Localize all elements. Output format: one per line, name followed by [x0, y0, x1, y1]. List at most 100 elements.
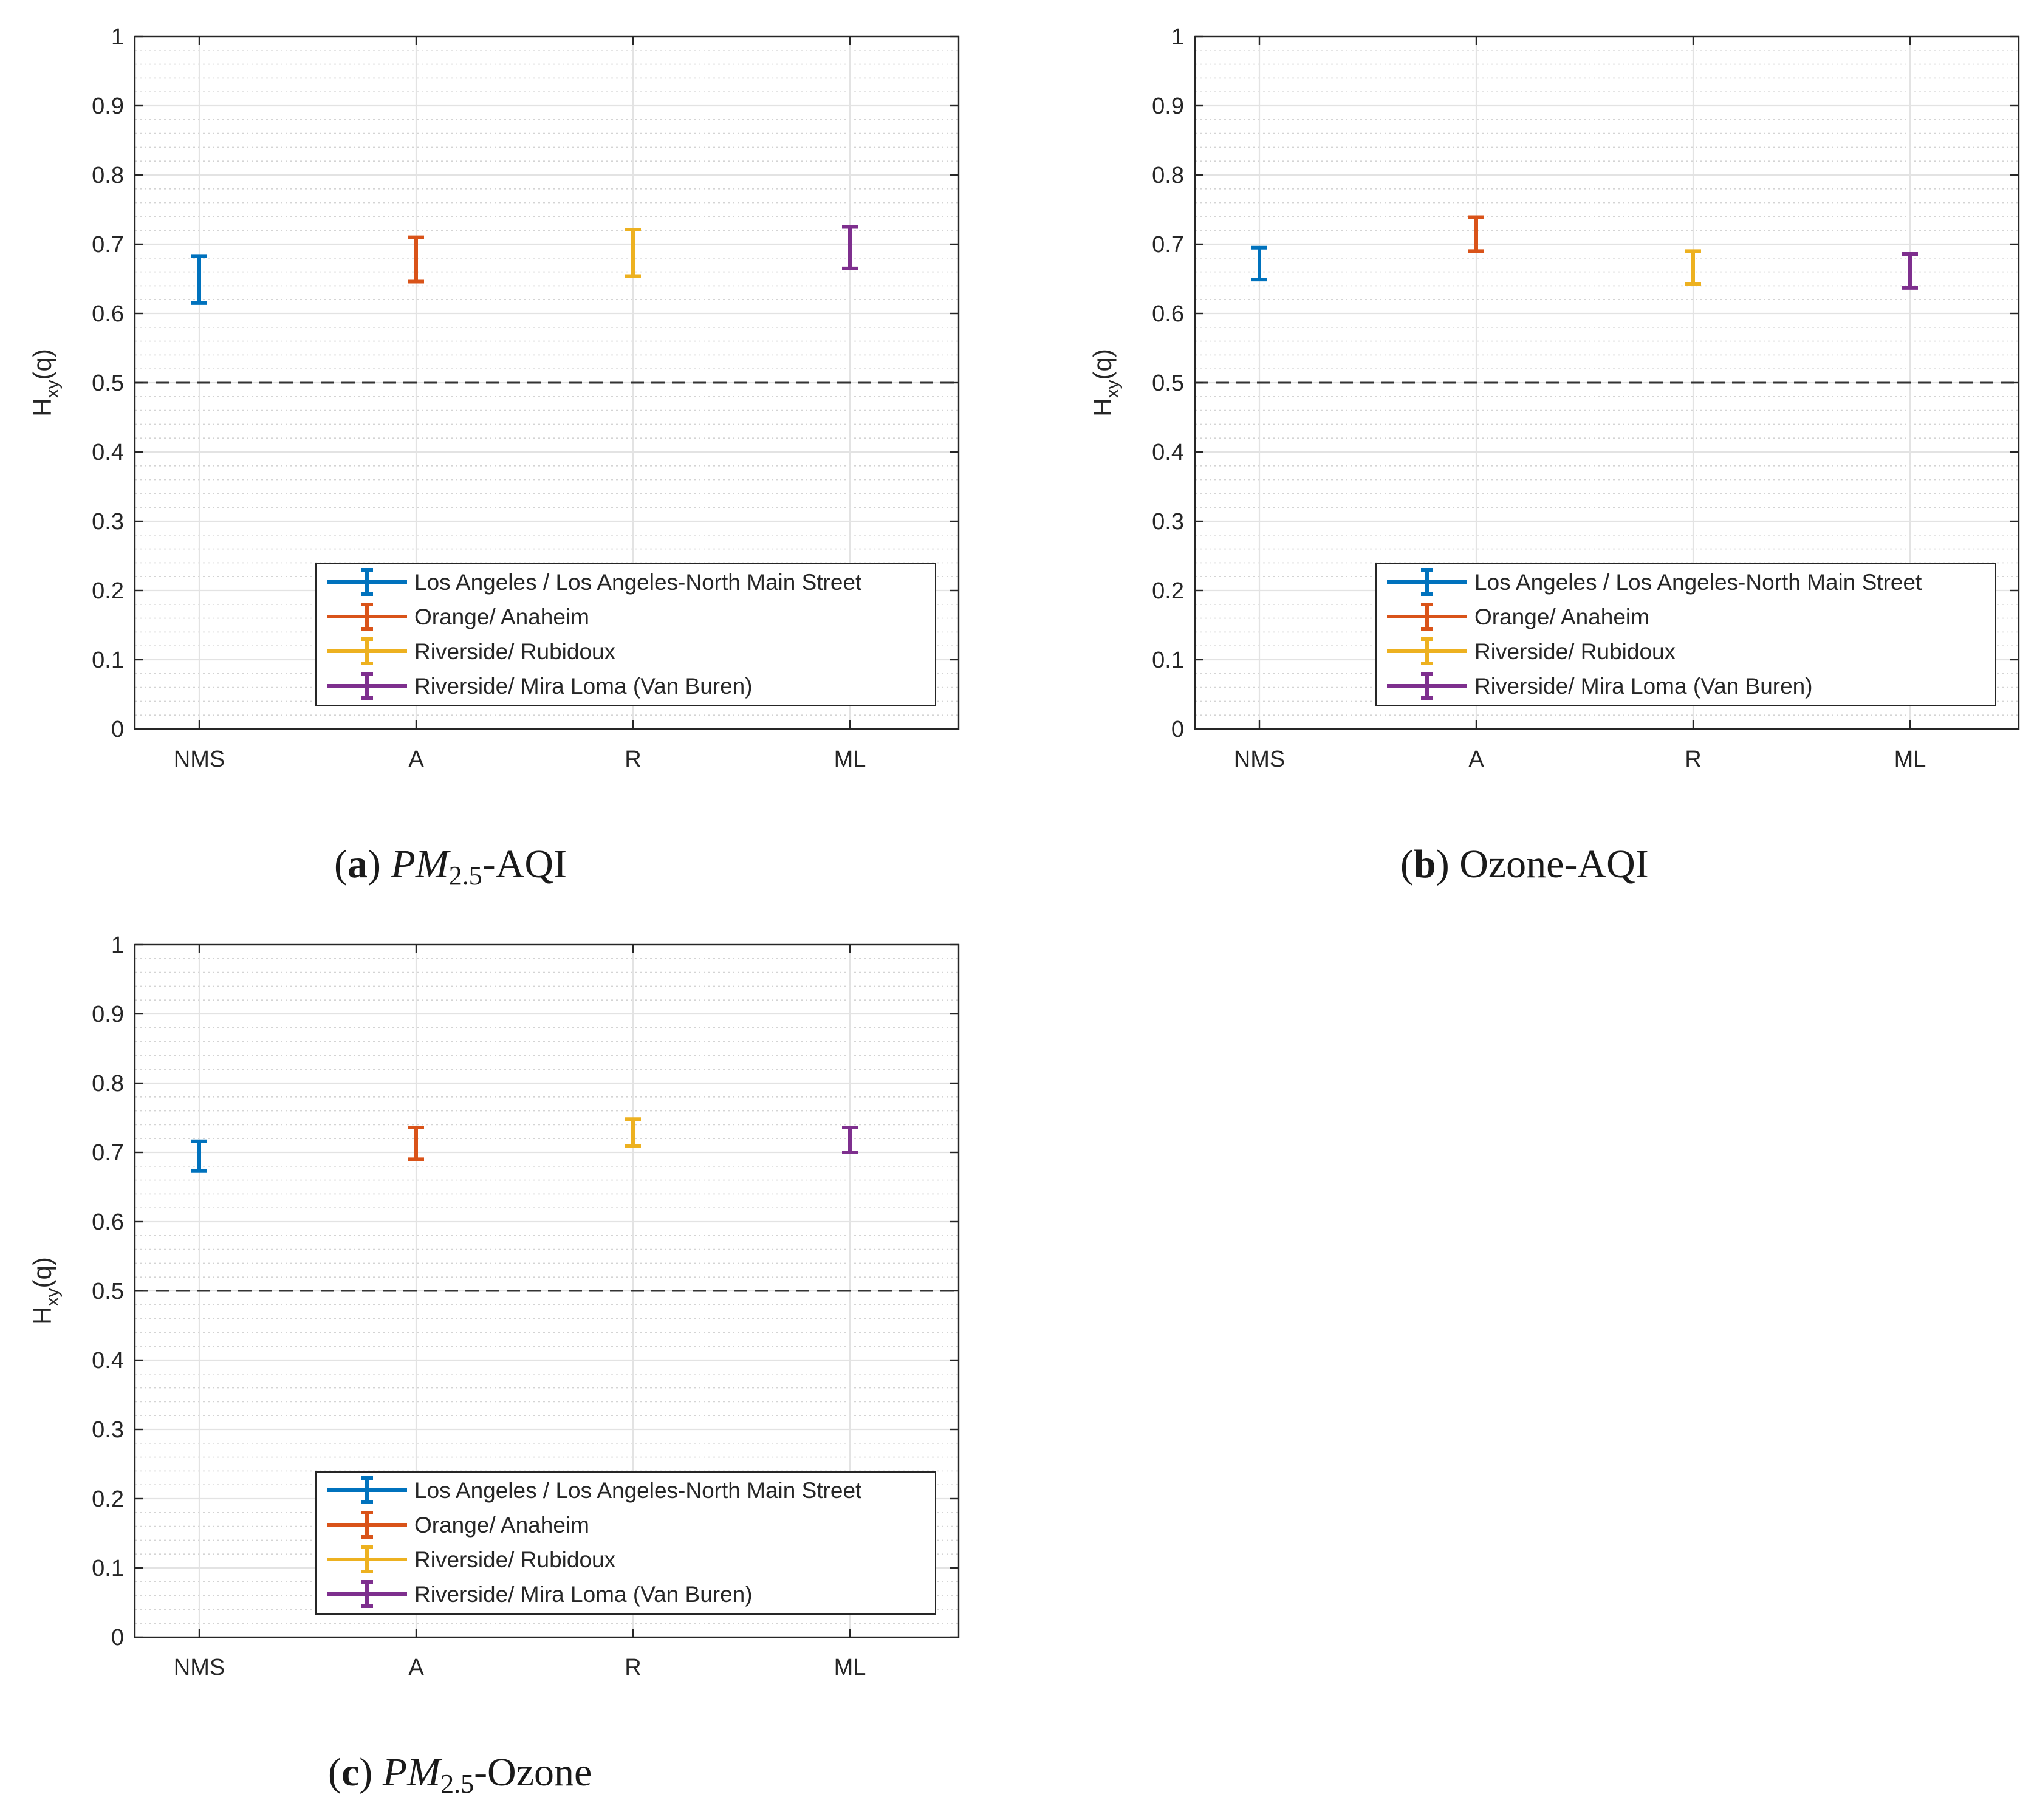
caption-c: (c) PM2.5-Ozone: [328, 1750, 592, 1799]
y-tick-label: 0.4: [92, 440, 124, 465]
errorbar-A: [408, 235, 424, 284]
y-tick-label: 0.3: [92, 1417, 124, 1443]
caption-b-label: b: [1413, 842, 1436, 886]
errorbar-NMS: [1251, 245, 1267, 282]
y-tick-label: 0.2: [92, 578, 124, 604]
y-tick-label: 0.9: [92, 94, 124, 119]
y-tick-label: 0.6: [1152, 301, 1184, 327]
y-tick-label: 0.8: [1152, 163, 1184, 188]
legend-label: Riverside/ Mira Loma (Van Buren): [1474, 674, 1813, 699]
legend-box: [1375, 563, 1996, 706]
y-tick-label: 0.1: [1152, 648, 1184, 673]
legend-entry: Los Angeles / Los Angeles-North Main Str…: [327, 568, 862, 596]
errorbar-NMS: [191, 1139, 207, 1173]
errorbar-R: [625, 1117, 641, 1148]
y-tick-label: 0.9: [92, 1002, 124, 1027]
errorbar-ML: [842, 1125, 858, 1154]
x-tick-label: NMS: [174, 747, 225, 772]
y-tick-label: 1: [1171, 24, 1184, 50]
x-tick-label: ML: [1894, 747, 1926, 772]
y-tick-label: 0: [1171, 717, 1184, 742]
caption-a-main: PM: [391, 842, 449, 886]
legend-label: Orange/ Anaheim: [1474, 604, 1649, 629]
legend-entry: Riverside/ Rubidoux: [327, 637, 616, 665]
errorbar-A: [1468, 215, 1484, 253]
y-tick-label: 0.5: [92, 1279, 124, 1304]
y-tick-label: 0.7: [92, 1140, 124, 1166]
y-tick-label: 0.9: [1152, 94, 1184, 119]
y-axis-label: Hxy(q): [1088, 349, 1123, 417]
caption-c-rest: -Ozone: [474, 1750, 592, 1794]
caption-a-label: a: [347, 842, 368, 886]
errorbar-R: [625, 228, 641, 278]
legend-entry: Orange/ Anaheim: [327, 603, 589, 631]
x-tick-label: R: [1685, 747, 1701, 772]
chart-panel-c: 0 0.1 0.2 0.3 0.4 0.5 0.6 0.7 0.8 0.9 1 NMS A R ML Hxy(…: [28, 932, 960, 1680]
legend-label: Riverside/ Mira Loma (Van Buren): [414, 674, 753, 699]
chart-panel-a: 0 0.1 0.2 0.3 0.4 0.5 0.6 0.7 0.8 0.9 1 NMS A R ML Hxy(…: [28, 24, 960, 772]
x-tick-label: R: [625, 747, 641, 772]
errorbar-R: [1685, 249, 1701, 286]
x-tick-label: NMS: [1234, 747, 1285, 772]
y-axis-label: Hxy(q): [28, 1257, 63, 1325]
caption-c-main: PM: [382, 1750, 441, 1794]
legend-entry: Riverside/ Mira Loma (Van Buren): [1387, 672, 1813, 700]
legend-entry: Orange/ Anaheim: [1387, 603, 1649, 631]
errorbar-NMS: [191, 254, 207, 305]
caption-c-label: c: [341, 1750, 360, 1794]
legend-entry: Riverside/ Rubidoux: [1387, 637, 1676, 665]
errorbar-ML: [1902, 251, 1918, 290]
y-tick-label: 0.3: [92, 509, 124, 535]
legend-label: Riverside/ Mira Loma (Van Buren): [414, 1582, 753, 1607]
legend-entry: Los Angeles / Los Angeles-North Main Str…: [1387, 568, 1922, 596]
x-tick-label: A: [408, 747, 424, 772]
y-tick-label: 0.2: [92, 1486, 124, 1512]
legend-label: Los Angeles / Los Angeles-North Main Str…: [414, 1478, 862, 1503]
legend-box: [315, 563, 936, 706]
y-tick-label: 0.6: [92, 301, 124, 327]
y-tick-label: 0.1: [92, 648, 124, 673]
y-tick-label: 0.2: [1152, 578, 1184, 604]
x-tick-label: ML: [834, 1655, 866, 1680]
y-tick-label: 1: [111, 24, 124, 50]
legend-label: Riverside/ Rubidoux: [414, 1547, 616, 1572]
y-tick-label: 0.1: [92, 1556, 124, 1581]
legend-entry: Los Angeles / Los Angeles-North Main Str…: [327, 1476, 862, 1504]
caption-c-sub: 2.5: [440, 1769, 474, 1799]
legend-entry: Riverside/ Rubidoux: [327, 1545, 616, 1573]
legend-label: Orange/ Anaheim: [414, 604, 589, 629]
x-tick-label: ML: [834, 747, 866, 772]
y-tick-label: 1: [111, 932, 124, 958]
y-tick-label: 0.8: [92, 1071, 124, 1096]
legend-label: Los Angeles / Los Angeles-North Main Str…: [1474, 570, 1922, 595]
errorbar-ML: [842, 225, 858, 270]
y-tick-label: 0.7: [92, 232, 124, 258]
y-tick-label: 0.5: [1152, 371, 1184, 396]
errorbar-A: [408, 1125, 424, 1161]
x-tick-label: A: [408, 1655, 424, 1680]
legend-label: Riverside/ Rubidoux: [414, 639, 616, 664]
caption-a-sub: 2.5: [448, 861, 482, 891]
legend-label: Orange/ Anaheim: [414, 1513, 589, 1538]
legend-entry: Riverside/ Mira Loma (Van Buren): [327, 672, 753, 700]
y-tick-label: 0.6: [92, 1209, 124, 1235]
y-tick-label: 0.5: [92, 371, 124, 396]
chart-panel-b: 0 0.1 0.2 0.3 0.4 0.5 0.6 0.7 0.8 0.9 1 NMS A R ML Hxy(…: [1088, 24, 2020, 772]
y-axis-label: Hxy(q): [28, 349, 63, 417]
legend-box: [315, 1471, 936, 1615]
y-tick-label: 0.4: [92, 1348, 124, 1374]
caption-b-main: Ozone-AQI: [1459, 842, 1649, 886]
y-tick-label: 0.4: [1152, 440, 1184, 465]
caption-a-rest: -AQI: [482, 842, 567, 886]
caption-a: (a) PM2.5-AQI: [334, 842, 567, 891]
legend-label: Los Angeles / Los Angeles-North Main Str…: [414, 570, 862, 595]
legend-entry: Riverside/ Mira Loma (Van Buren): [327, 1580, 753, 1608]
caption-b: (b) Ozone-AQI: [1400, 842, 1649, 886]
y-tick-label: 0: [111, 717, 124, 742]
x-tick-label: R: [625, 1655, 641, 1680]
legend-entry: Orange/ Anaheim: [327, 1511, 589, 1539]
y-tick-label: 0.3: [1152, 509, 1184, 535]
y-tick-label: 0.7: [1152, 232, 1184, 258]
legend-label: Riverside/ Rubidoux: [1474, 639, 1676, 664]
y-tick-label: 0: [111, 1625, 124, 1651]
